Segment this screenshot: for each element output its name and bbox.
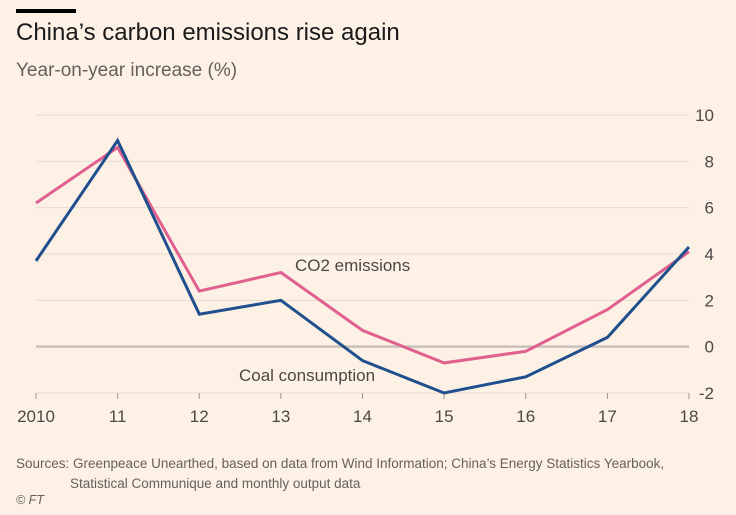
source-line-1: Sources: Greenpeace Unearthed, based on …	[16, 456, 665, 471]
x-tick-label: 12	[190, 407, 209, 426]
chart-subtitle: Year-on-year increase (%)	[16, 60, 238, 81]
x-tick-label: 13	[271, 407, 290, 426]
x-tick-label: 18	[680, 407, 699, 426]
series-line-coal-consumption	[34, 137, 691, 395]
copyright: © FT	[16, 493, 44, 507]
y-tick-label: -2	[699, 384, 714, 403]
x-tick-label: 17	[598, 407, 617, 426]
y-tick-label: 10	[695, 106, 714, 125]
series-label-coal: Coal consumption	[239, 366, 375, 385]
chart-title: China’s carbon emissions rise again	[16, 19, 400, 46]
y-tick-label: 0	[705, 338, 714, 357]
source-note: Sources: Greenpeace Unearthed, based on …	[16, 454, 664, 494]
y-tick-label: 8	[705, 152, 714, 171]
x-tick-label: 16	[516, 407, 535, 426]
y-tick-label: 6	[705, 199, 714, 218]
y-tick-label: 4	[705, 245, 714, 264]
x-tick-label: 2010	[17, 407, 55, 426]
y-tick-label: 2	[705, 291, 714, 310]
ft-brand-bar	[16, 9, 76, 13]
x-tick-label: 11	[109, 407, 127, 426]
source-line-2: Statistical Communique and monthly outpu…	[70, 476, 361, 491]
series-label-co2: CO2 emissions	[295, 256, 410, 275]
x-tick-label: 15	[435, 407, 454, 426]
x-tick-label: 14	[353, 407, 372, 426]
